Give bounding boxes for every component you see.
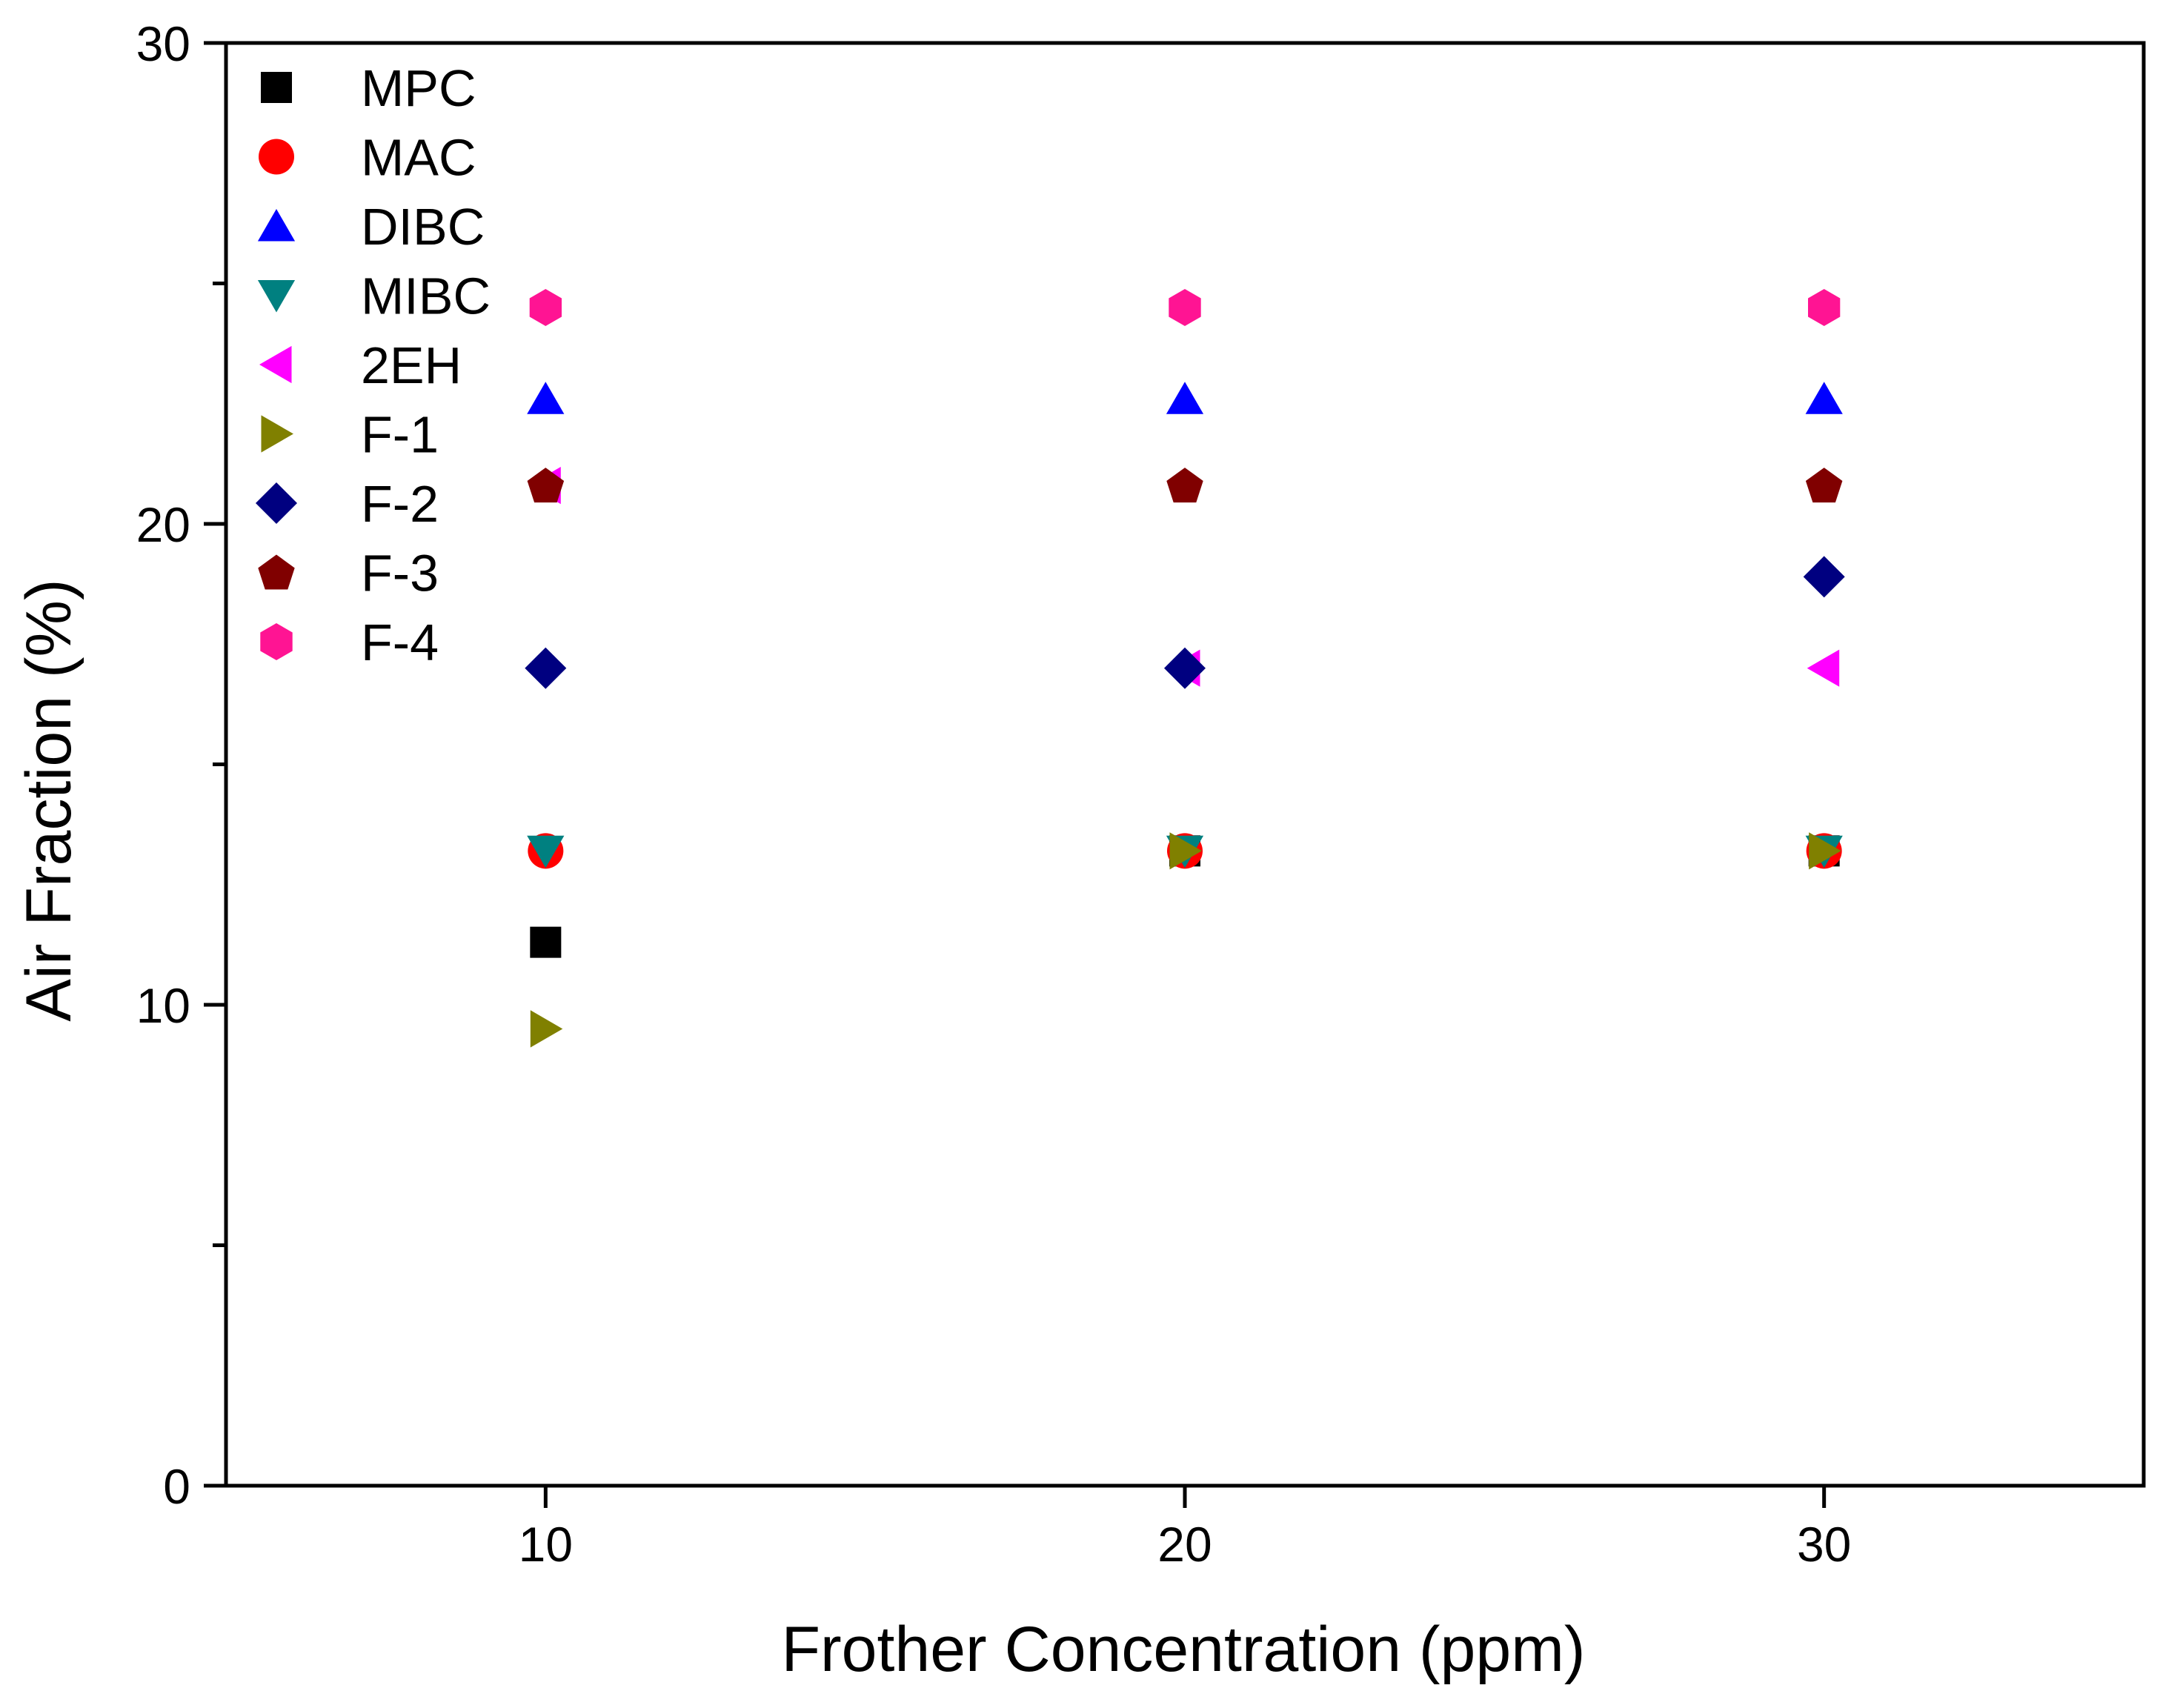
y-tick-label: 10 [136,978,190,1033]
x-tick-label: 20 [1157,1517,1212,1572]
legend-label-2eh: 2EH [361,336,462,394]
data-point-mpc [530,926,562,958]
x-axis-title: Frother Concentration (ppm) [782,1614,1586,1685]
data-point-f-2 [1803,556,1845,598]
y-tick-label: 20 [136,497,190,552]
legend-marker-f-4 [260,623,293,660]
legend-marker-mpc [261,72,292,103]
data-point-f-2 [525,647,567,689]
y-tick-label: 0 [163,1459,190,1514]
legend-marker-mac [259,139,294,175]
data-point-f-4 [529,289,562,326]
data-point-dibc [527,382,565,414]
legend-label-mpc: MPC [361,59,476,117]
legend-label-f-1: F-1 [361,406,439,464]
data-point-mibc [527,835,565,868]
legend-marker-2eh [259,345,292,384]
data-point-f-4 [1808,289,1841,326]
legend-label-f-3: F-3 [361,545,439,602]
legend-label-mibc: MIBC [361,268,491,325]
plot-frame [224,41,2146,1488]
legend-marker-f-1 [261,415,293,453]
legend-label-f-2: F-2 [361,475,439,533]
y-axis-title: Air Fraction (%) [13,579,84,1021]
legend-label-f-4: F-4 [361,614,439,671]
legend-label-mac: MAC [361,129,476,187]
legend-marker-mibc [257,280,296,313]
data-point-f-1 [1169,832,1202,870]
legend-marker-dibc [257,209,296,242]
data-point-f-4 [1169,289,1201,326]
data-point-f-3 [527,468,565,503]
data-point-2eh [1807,649,1840,687]
data-point-dibc [1805,382,1843,414]
data-point-f-3 [1166,468,1203,503]
y-tick-label: 30 [136,16,190,71]
data-point-f-1 [1809,832,1841,870]
data-point-f-3 [1805,468,1843,503]
data-point-dibc [1166,382,1204,414]
legend-label-dibc: DIBC [361,198,485,256]
legend-marker-f-3 [258,554,295,590]
legend-marker-f-2 [256,482,297,524]
x-tick-label: 10 [519,1517,573,1572]
data-point-f-2 [1164,647,1206,689]
data-point-f-1 [530,1010,563,1048]
x-tick-label: 30 [1797,1517,1851,1572]
